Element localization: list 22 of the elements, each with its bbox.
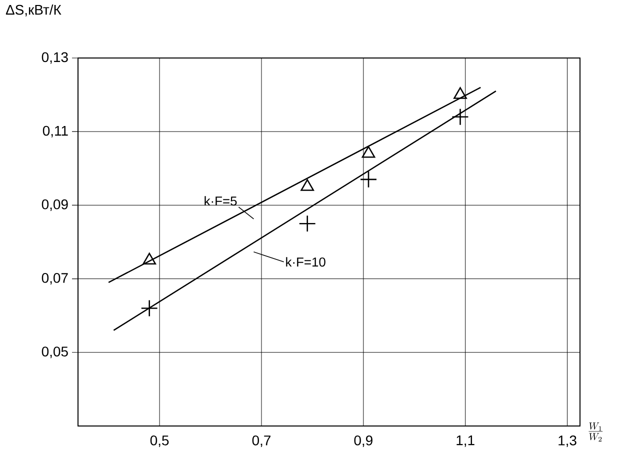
point xyxy=(452,108,469,126)
y-tick-label: 0,05 xyxy=(42,346,68,358)
x-tick-label: 1,3 xyxy=(558,435,576,448)
y-tick-label: 0,13 xyxy=(42,52,68,64)
point xyxy=(454,87,467,99)
point xyxy=(362,146,376,158)
annotation: k·F=10 xyxy=(286,257,326,267)
point xyxy=(140,300,158,317)
annotation: k·F=5 xyxy=(204,196,237,206)
x-tick-label: 0,5 xyxy=(150,435,169,448)
y-tick-label: 0,09 xyxy=(42,199,68,211)
point xyxy=(298,214,316,232)
y-axis-title: ΔS,кВт/К xyxy=(6,4,62,16)
x-tick-label: 1,1 xyxy=(456,436,474,447)
point xyxy=(300,179,314,191)
y-tick-label: 0,07 xyxy=(42,273,68,285)
y-tick-label: 0,11 xyxy=(42,126,68,138)
x-axis-title: $\frac{W_1}{W_2}$ xyxy=(588,422,603,442)
x-tick-label: 0,7 xyxy=(252,435,270,448)
point xyxy=(360,170,378,188)
x-tick-label: 0,9 xyxy=(354,435,372,448)
point xyxy=(142,252,156,265)
